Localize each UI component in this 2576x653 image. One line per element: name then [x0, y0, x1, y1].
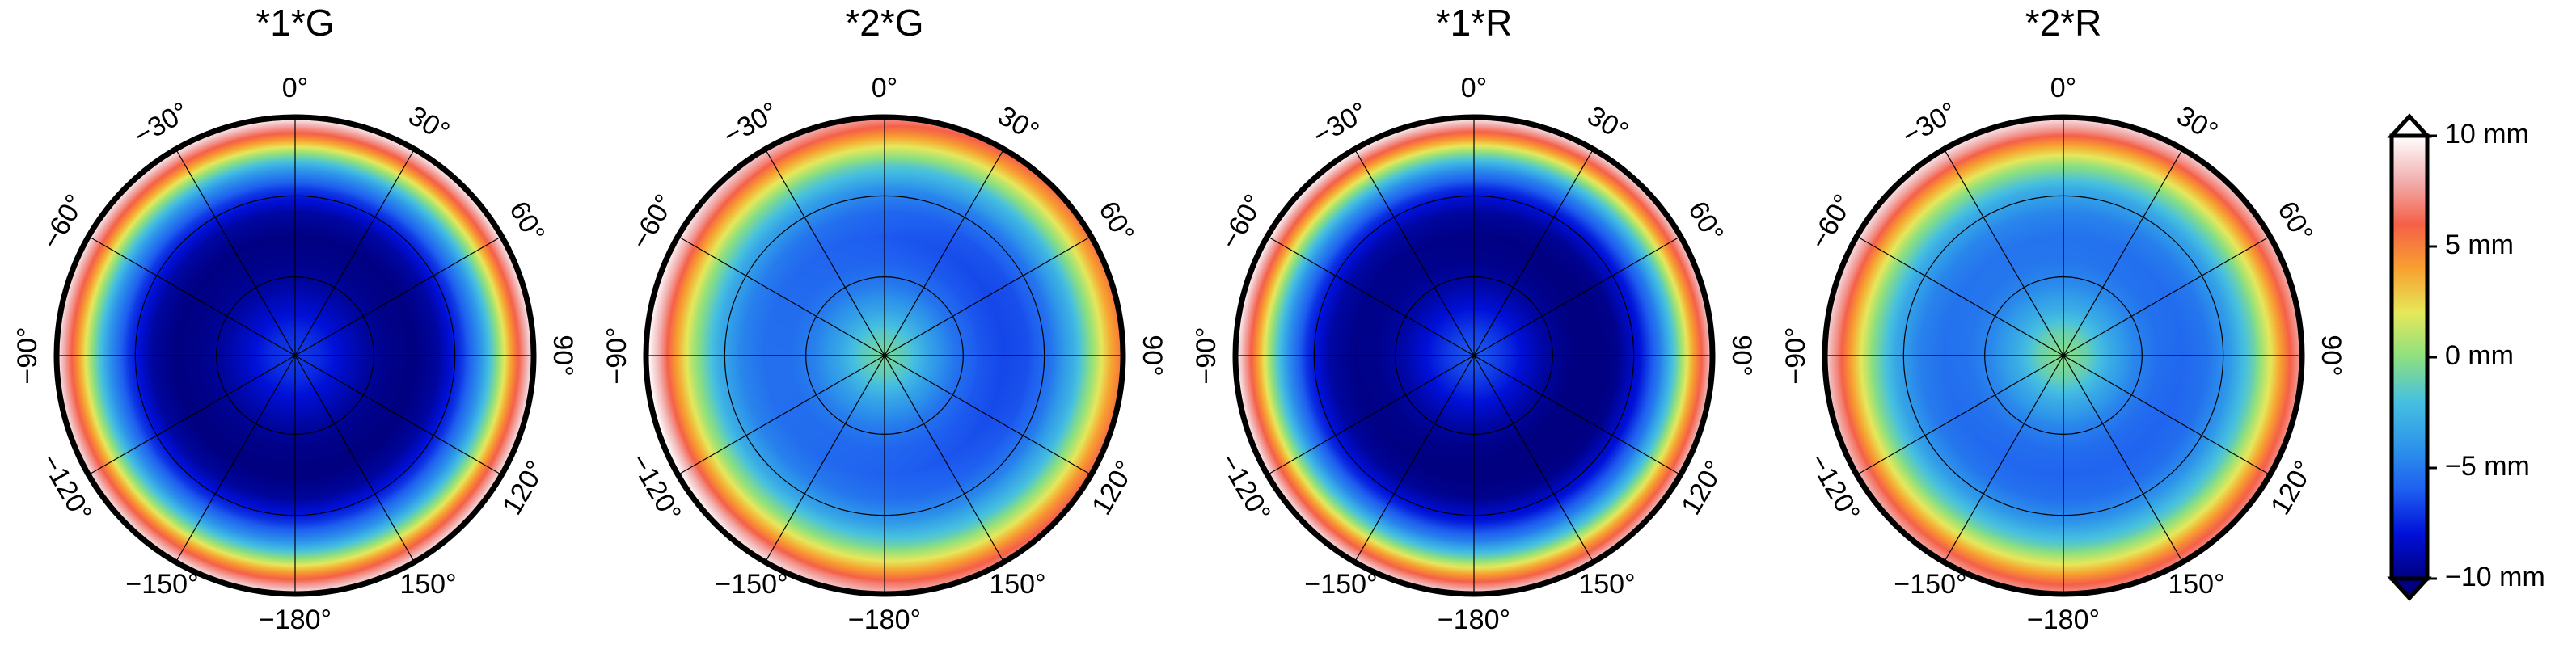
azimuth-tick-label: −90° [1780, 326, 1811, 384]
azimuth-tick-label: −90° [1191, 326, 1222, 384]
polar-panel-3: *1*R0°30°60°90°120°150°−180°−150°−120°−9… [1191, 2, 1757, 635]
azimuth-tick-label: 150° [2168, 569, 2224, 600]
azimuth-tick-label: 150° [399, 569, 456, 600]
azimuth-tick-label: 0° [2050, 73, 2077, 103]
colorbar: 10 mm 5 mm 0 mm −5 mm −10 mm [2387, 113, 2545, 601]
azimuth-tick-label: −180° [1438, 605, 1510, 635]
spoke-line [1943, 149, 2184, 562]
azimuth-tick-label: −90° [602, 326, 632, 384]
azimuth-tick-label: 0° [1461, 73, 1488, 103]
colorbar-max-extend [2387, 113, 2432, 138]
polar-panel-4: *2*R0°30°60°90°120°150°−180°−150°−120°−9… [1780, 2, 2346, 635]
polar-panel-1: *1*G0°30°60°90°120°150°−180°−150°−120°−9… [12, 2, 578, 635]
colorbar-tick-label: 10 mm [2445, 119, 2529, 150]
azimuth-tick-label: 150° [989, 569, 1045, 600]
azimuth-tick-label: 90° [547, 335, 578, 376]
azimuth-tick-label: 90° [1137, 335, 1168, 376]
polar-frame [1822, 114, 2305, 597]
azimuth-tick-label: −180° [259, 605, 332, 635]
azimuth-tick-label: 0° [282, 73, 309, 103]
panel-title: *1*G [255, 2, 334, 44]
azimuth-tick-label: −180° [2027, 605, 2100, 635]
polar-panels: *1*G0°30°60°90°120°150°−180°−150°−120°−9… [12, 2, 2346, 635]
azimuth-tick-label: −150° [125, 569, 198, 600]
polar-frame [1232, 114, 1716, 597]
spoke-line [175, 149, 416, 562]
azimuth-tick-label: −150° [715, 569, 788, 600]
polar-frame [53, 114, 537, 597]
azimuth-tick-label: −90° [12, 326, 43, 384]
colorbar-min-extend [2387, 576, 2432, 601]
azimuth-tick-label: 90° [1726, 335, 1757, 376]
azimuth-tick-label: −180° [848, 605, 921, 635]
colorbar-gradient [2392, 136, 2427, 579]
panel-title: *1*R [1436, 2, 1513, 44]
azimuth-tick-label: 150° [1578, 569, 1635, 600]
azimuth-tick-label: 0° [872, 73, 898, 103]
azimuth-tick-label: −150° [1304, 569, 1377, 600]
spoke-line [1353, 149, 1594, 562]
azimuth-tick-label: 90° [2316, 335, 2346, 376]
colorbar-tick-label: 5 mm [2445, 230, 2514, 260]
polar-frame [643, 114, 1126, 597]
azimuth-tick-label: −150° [1894, 569, 1966, 600]
spoke-line [764, 149, 1005, 562]
colorbar-tick-label: −10 mm [2445, 562, 2545, 592]
colorbar-tick-label: 0 mm [2445, 340, 2514, 371]
polar-panel-2: *2*G0°30°60°90°120°150°−180°−150°−120°−9… [602, 2, 1168, 635]
panel-title: *2*G [845, 2, 923, 44]
panel-title: *2*R [2025, 2, 2102, 44]
colorbar-tick-label: −5 mm [2445, 451, 2530, 482]
